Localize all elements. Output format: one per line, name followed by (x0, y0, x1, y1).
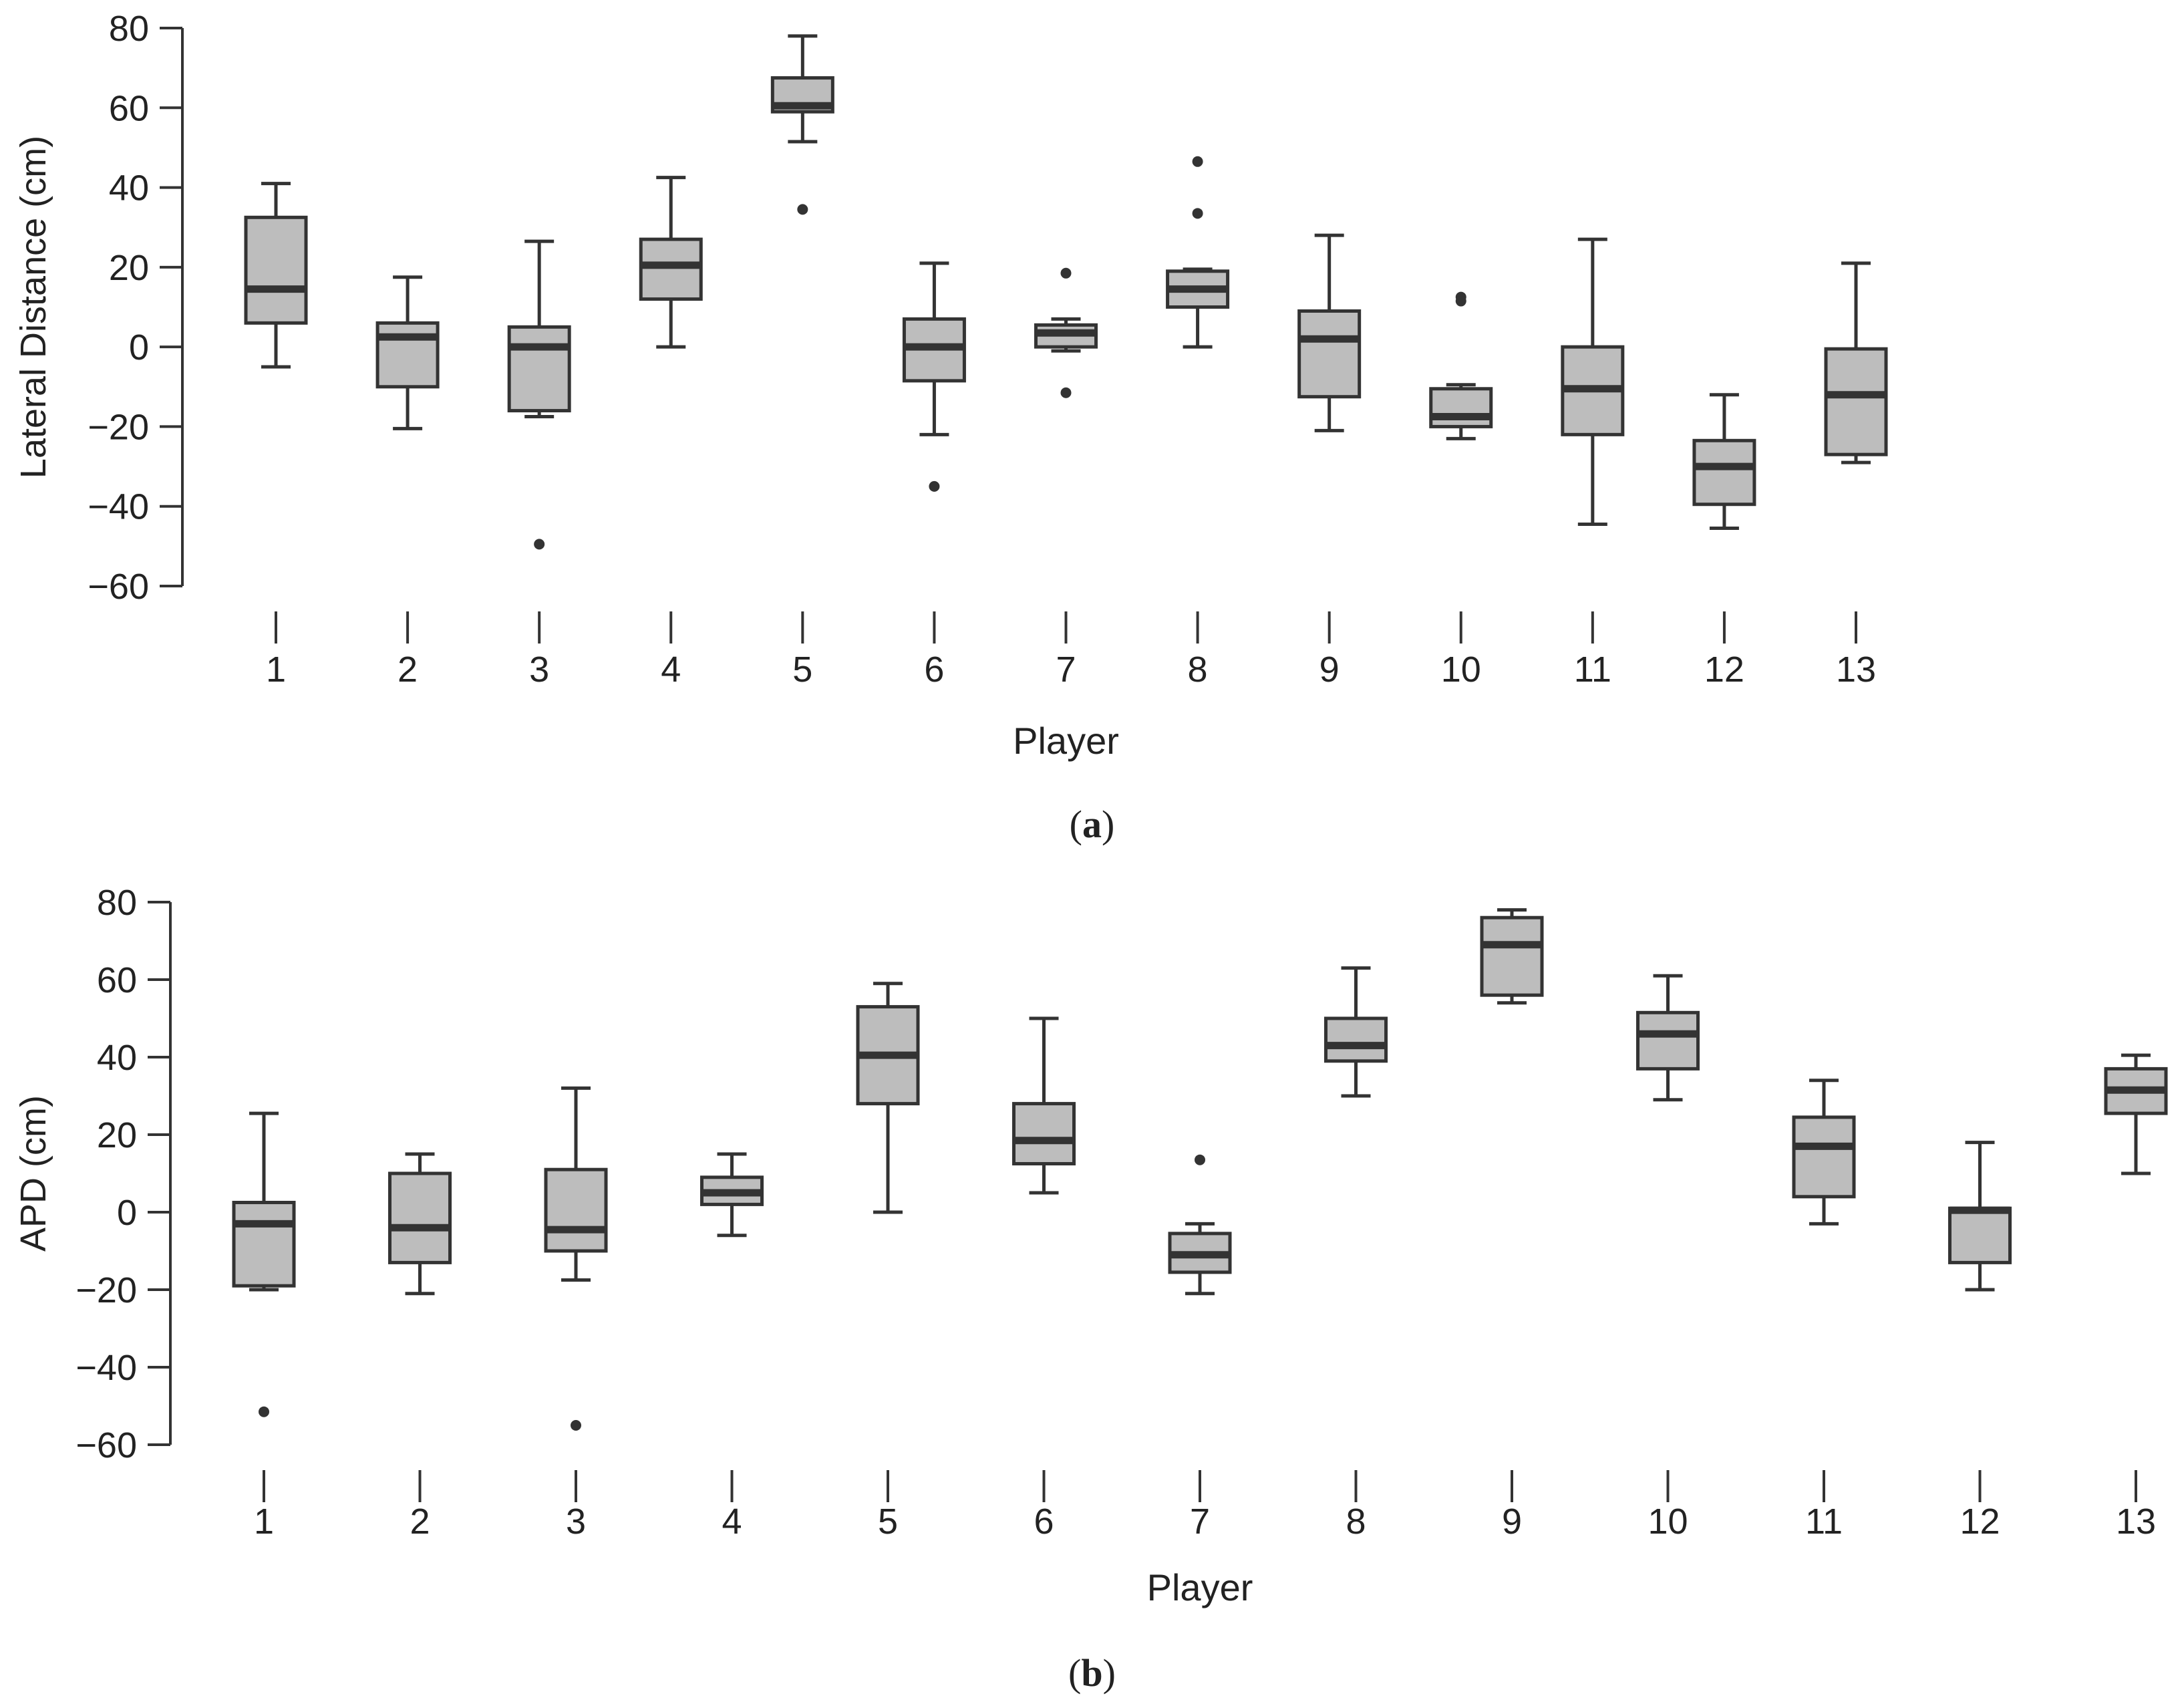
panel-label-a-open: ( (1069, 803, 1082, 846)
panel2-player-11-box (1792, 1115, 1856, 1199)
panel2-x-tick-label: 12 (1960, 1502, 2000, 1542)
panel2-x-tick-label: 8 (1346, 1502, 1366, 1542)
panel-label-b-open: ( (1068, 1651, 1082, 1695)
panel1-x-tick-label: 3 (529, 650, 549, 690)
panel2-y-axis-label: APD (cm) (13, 1095, 53, 1252)
panel1-player-8-outlier (1192, 208, 1203, 219)
panel2-x-tick-label: 5 (878, 1502, 898, 1542)
panel1-y-tick-label: 60 (109, 88, 149, 128)
panel2-player-3-outlier (571, 1420, 581, 1431)
panel1-x-tick-label: 13 (1836, 650, 1876, 690)
panel1-x-tick-label: 10 (1441, 650, 1481, 690)
panel-label-b-close: ) (1102, 1651, 1116, 1695)
panel1-player-7-outlier (1060, 267, 1072, 279)
panel2-x-tick-label: 1 (254, 1502, 274, 1542)
panel1-x-tick-label: 8 (1188, 650, 1208, 690)
panel2-x-tick-label: 4 (722, 1502, 742, 1542)
panel1-player-7-outlier (1060, 387, 1072, 398)
panel1-x-tick-label: 9 (1319, 650, 1340, 690)
panel-label-a-letter: a (1082, 803, 1102, 846)
panel1-player-2-box (375, 321, 440, 389)
panel2-x-tick-label: 11 (1805, 1502, 1843, 1542)
panel1-x-tick-label: 12 (1704, 650, 1744, 690)
panel1-player-13-box (1824, 347, 1888, 456)
panel2-y-tick-label: 40 (97, 1038, 137, 1078)
panel2-player-9-box (1480, 915, 1544, 997)
panel2-x-tick-label: 7 (1190, 1502, 1210, 1542)
panel1-y-tick-label: 80 (109, 9, 149, 49)
panel2-y-tick-label: 20 (97, 1115, 137, 1155)
panel2-y-tick-label: −20 (75, 1270, 137, 1310)
panel2-player-8-box (1324, 1016, 1388, 1063)
panel2-y-tick-label: −40 (75, 1348, 137, 1388)
panel2-player-1-outlier (259, 1406, 269, 1417)
panel1-player-10-outlier (1455, 295, 1466, 307)
panel2-x-tick-label: 9 (1502, 1502, 1522, 1542)
panel1-player-3-box (507, 325, 571, 413)
panel2-y-tick-label: 80 (97, 883, 137, 923)
panel2-x-tick-label: 6 (1034, 1502, 1054, 1542)
panel2-player-12-box (1948, 1206, 2012, 1264)
panel1-player-9-box (1297, 309, 1362, 399)
panel-label-a: (a) (0, 802, 2184, 847)
panel2-x-tick-label: 2 (410, 1502, 430, 1542)
panel2-player-1-box (232, 1201, 296, 1288)
panel1-x-tick-label: 2 (398, 650, 418, 690)
panel2-player-7-outlier (1195, 1154, 1205, 1165)
panel2-x-tick-label: 13 (2116, 1502, 2156, 1542)
panel2-x-tick-label: 10 (1648, 1502, 1688, 1542)
panel1-x-axis-label: Player (1013, 720, 1119, 762)
panel-label-a-close: ) (1102, 803, 1115, 846)
panel1-y-axis-label: Lateral Distance (cm) (13, 136, 53, 478)
panel-label-b: (b) (0, 1651, 2184, 1695)
panel2-player-6-box (1012, 1102, 1076, 1165)
panel1-x-tick-label: 5 (792, 650, 812, 690)
panel1-x-tick-label: 1 (266, 650, 286, 690)
panel2-player-3-box (544, 1167, 608, 1253)
panel1-x-tick-label: 4 (661, 650, 681, 690)
panel1-player-10-box (1429, 387, 1493, 428)
panel2-y-tick-label: 0 (117, 1193, 137, 1233)
panel1-y-tick-label: 40 (109, 168, 149, 208)
panel2-y-tick-label: −60 (75, 1425, 137, 1465)
panel2-x-tick-label: 3 (566, 1502, 586, 1542)
panel1-player-5-outlier (797, 204, 808, 215)
panel1-x-tick-label: 11 (1574, 650, 1611, 690)
panel2-y-tick-label: 60 (97, 960, 137, 1000)
panel2-player-2-box (388, 1171, 452, 1264)
panel1-x-tick-label: 6 (924, 650, 944, 690)
panel1-y-tick-label: 0 (129, 327, 149, 368)
panel1-player-1-box (244, 215, 308, 325)
panel2-x-axis-label: Player (1147, 1566, 1253, 1608)
panel1-y-tick-label: −40 (88, 487, 149, 527)
panel1-y-tick-label: −20 (88, 407, 149, 447)
panel1-x-tick-label: 7 (1056, 650, 1076, 690)
panel1-y-tick-label: −60 (88, 567, 149, 607)
panel1-player-6-outlier (929, 480, 940, 492)
panel1-player-3-outlier (534, 539, 545, 550)
panel1-player-8-outlier (1192, 156, 1203, 167)
panel1-player-12-box (1692, 438, 1756, 507)
panel-label-b-letter: b (1081, 1651, 1103, 1695)
panel1-player-4-box (639, 237, 703, 301)
panel1-y-tick-label: 20 (109, 248, 149, 288)
panel2-player-10-box (1636, 1010, 1700, 1071)
